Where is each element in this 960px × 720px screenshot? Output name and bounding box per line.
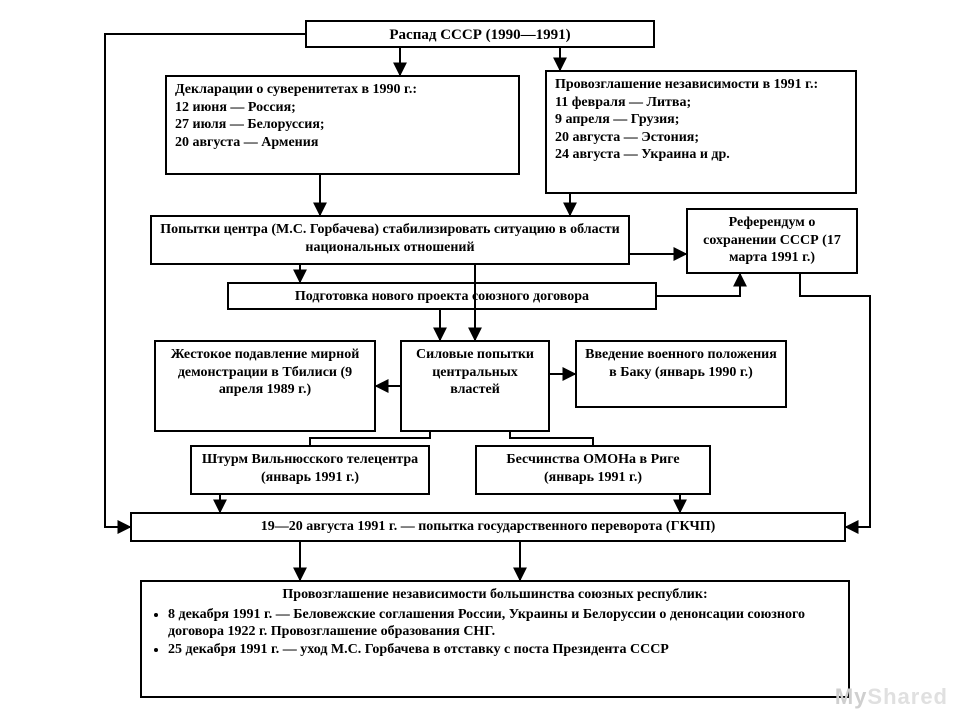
- vilnius-box: Штурм Вильнюсского телецентра (январь 19…: [190, 445, 430, 495]
- declarations-box: Декларации о суверенитетах в 1990 г.:12 …: [165, 75, 520, 175]
- referendum-box: Референдум о сохранении СССР (17 марта 1…: [686, 208, 858, 274]
- proclamations-box: Провозглашение независимости в 1991 г.:1…: [545, 70, 857, 194]
- preparation-box: Подготовка нового проекта союзного догов…: [227, 282, 657, 310]
- title-box: Распад СССР (1990—1991): [305, 20, 655, 48]
- coup-box: 19—20 августа 1991 г. — попытка государс…: [130, 512, 846, 542]
- final-box: Провозглашение независимости большинства…: [140, 580, 850, 698]
- attempts-box: Попытки центра (М.С. Горбачева) стабилиз…: [150, 215, 630, 265]
- force-box: Силовые попытки центральных властей: [400, 340, 550, 432]
- title-text: Распад СССР (1990—1991): [389, 27, 570, 43]
- riga-box: Бесчинства ОМОНа в Риге (январь 1991 г.): [475, 445, 711, 495]
- tbilisi-box: Жестокое подавление мирной демонстрации …: [154, 340, 376, 432]
- watermark: MyShared: [835, 684, 948, 710]
- baku-box: Введение военного положения в Баку (янва…: [575, 340, 787, 408]
